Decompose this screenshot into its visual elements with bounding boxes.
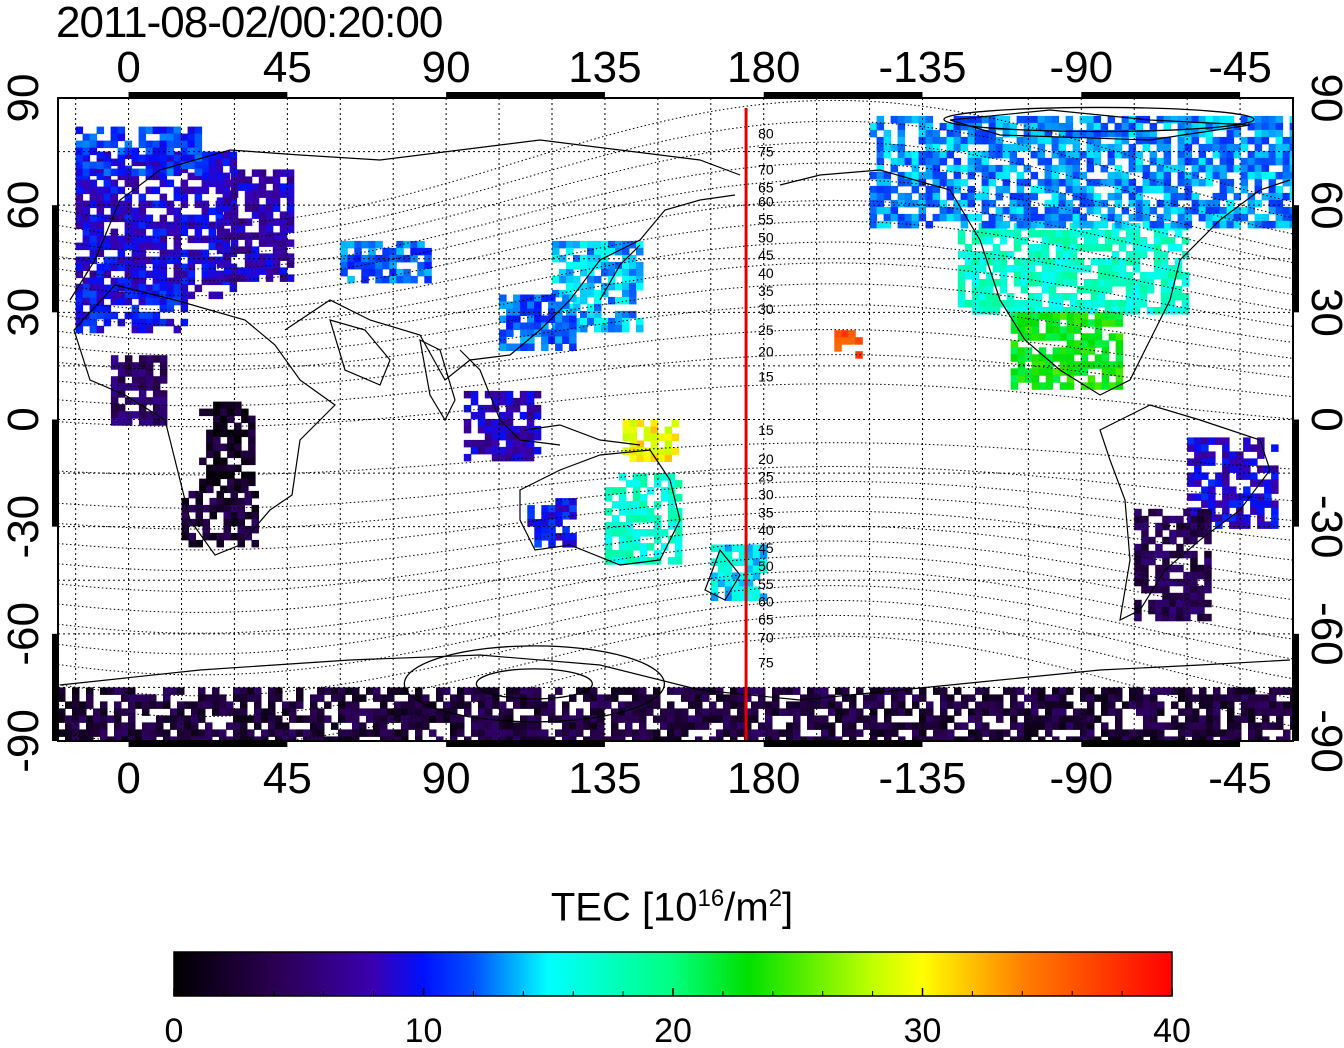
x-tick-label-bottom: 0 <box>116 754 140 803</box>
x-tick-label-top: 0 <box>116 43 140 92</box>
tec-region-australia-east <box>604 473 683 565</box>
contour-label: 80 <box>758 126 774 142</box>
x-tick-label-top: 90 <box>422 43 471 92</box>
x-tick-label-bottom: -90 <box>1049 754 1113 803</box>
contour-label: 45 <box>758 540 774 556</box>
tec-region-canada-north <box>869 115 1293 229</box>
colorbar-tick-label: 20 <box>654 1012 692 1048</box>
x-tick-label-bottom: -45 <box>1208 754 1272 803</box>
tec-data-layer <box>58 115 1293 741</box>
contour-label: 15 <box>758 422 774 438</box>
tec-region-central-asia <box>340 240 432 284</box>
tec-region-north-america <box>957 223 1190 315</box>
contour-label: 60 <box>758 594 774 610</box>
tec-region-hawaii <box>834 330 863 359</box>
x-tick-label-bottom: 135 <box>568 754 641 803</box>
contour-label: 20 <box>758 344 774 360</box>
tec-region-china-south <box>499 294 577 351</box>
tec-colorbar: 0 10 20 30 40 <box>165 951 1191 1048</box>
map-axes: 0045459090135135180180-135-135-90-90-45-… <box>0 43 1344 803</box>
contour-label: 35 <box>758 283 774 299</box>
tec-region-south-africa <box>181 490 259 548</box>
contour-label: 25 <box>758 469 774 485</box>
coastlines <box>59 109 1291 701</box>
contour-label: 65 <box>758 612 774 628</box>
contour-label: 25 <box>758 322 774 338</box>
y-tick-label-right: -60 <box>1302 602 1344 666</box>
x-tick-label-bottom: 45 <box>263 754 312 803</box>
contour-label: 30 <box>758 301 774 317</box>
y-tick-label-left: -60 <box>0 602 48 666</box>
colorbar-tick-label: 40 <box>1153 1012 1191 1048</box>
colorbar-title: TEC [1016/m2] <box>550 885 794 930</box>
y-tick-label-left: 60 <box>0 181 48 230</box>
y-tick-label-right: 0 <box>1302 407 1344 431</box>
contour-label: 55 <box>758 576 774 592</box>
x-tick-label-bottom: 90 <box>422 754 471 803</box>
y-tick-label-left: -30 <box>0 495 48 559</box>
contour-label: 40 <box>758 265 774 281</box>
contour-label: 35 <box>758 504 774 520</box>
x-tick-label-top: 135 <box>568 43 641 92</box>
y-tick-label-right: -30 <box>1302 495 1344 559</box>
contour-label: 40 <box>758 522 774 538</box>
contour-label: 15 <box>758 369 774 385</box>
x-tick-label-bottom: -135 <box>878 754 966 803</box>
y-tick-label-right: 30 <box>1302 288 1344 337</box>
tec-region-central-america <box>1010 312 1124 390</box>
y-tick-label-left: -90 <box>0 709 48 773</box>
colorbar-tick-label: 30 <box>904 1012 942 1048</box>
contour-label: 50 <box>758 558 774 574</box>
y-tick-label-left: 0 <box>0 407 48 431</box>
contour-label: 30 <box>758 487 774 503</box>
colorbar-ticks: 0 10 20 30 40 <box>165 988 1191 1048</box>
tec-region-north-africa <box>75 283 189 334</box>
tec-region-central-africa <box>199 401 256 494</box>
colorbar-tick-label: 10 <box>405 1012 443 1048</box>
contour-label: 45 <box>758 247 774 263</box>
contour-label: 75 <box>758 144 774 160</box>
plot-title: 2011-08-02/00:20:00 <box>56 0 443 47</box>
contour-label: 65 <box>758 179 774 195</box>
contour-label: 70 <box>758 629 774 645</box>
x-tick-label-top: 180 <box>727 43 800 92</box>
tec-region-antarctica <box>58 687 1293 741</box>
contour-label: 70 <box>758 161 774 177</box>
tec-region-new-guinea <box>622 419 680 462</box>
x-tick-label-top: -90 <box>1049 43 1113 92</box>
y-tick-label-left: 90 <box>0 74 48 123</box>
y-tick-label-right: -90 <box>1302 709 1344 773</box>
tec-region-south-america-south <box>1134 508 1212 622</box>
contour-label: 50 <box>758 229 774 245</box>
y-tick-label-left: 30 <box>0 288 48 337</box>
contour-label: 20 <box>758 451 774 467</box>
map-grid <box>58 98 1293 741</box>
colorbar-tick-label: 0 <box>165 1012 184 1048</box>
x-tick-label-top: 45 <box>263 43 312 92</box>
contour-label: 75 <box>758 654 774 670</box>
contour-label: 55 <box>758 211 774 227</box>
tec-region-indonesia <box>463 390 542 462</box>
tec-region-scandinavia <box>75 126 203 177</box>
x-tick-label-bottom: 180 <box>727 754 800 803</box>
y-tick-label-right: 60 <box>1302 181 1344 230</box>
contour-labels: 8075706560555045403530252015152025303540… <box>758 126 774 671</box>
y-tick-label-right: 90 <box>1302 74 1344 123</box>
contour-label: 60 <box>758 194 774 210</box>
tec-region-australia-west <box>527 498 577 548</box>
x-tick-label-top: -135 <box>878 43 966 92</box>
tec-map-plot: 8075706560555045403530252015152025303540… <box>0 43 1344 803</box>
x-tick-label-top: -45 <box>1208 43 1272 92</box>
